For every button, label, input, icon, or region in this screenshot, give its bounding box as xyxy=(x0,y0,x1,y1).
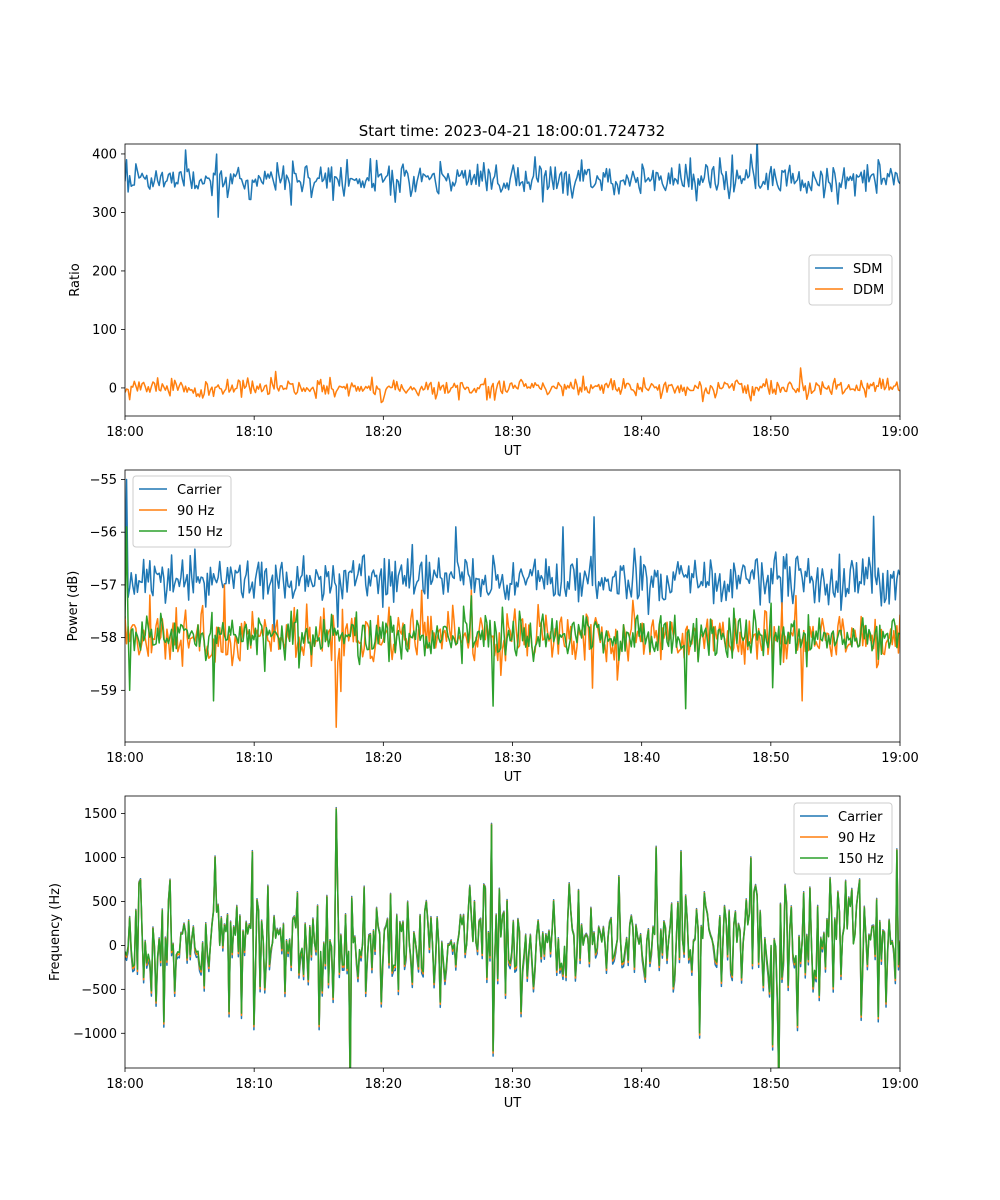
y-tick-label: −56 xyxy=(90,526,117,541)
series-lines xyxy=(125,806,900,1068)
y-tick-label: −59 xyxy=(90,684,117,699)
x-tick-label: 18:10 xyxy=(235,425,272,440)
series-line-150-hz xyxy=(125,808,900,1068)
charts: 18:00 18:10 18:20 18:30 18:40 18:50 19:00 0 100 2… xyxy=(48,143,919,1111)
y-tick-label: −57 xyxy=(90,578,117,593)
x-tick-label: 18:50 xyxy=(752,751,789,766)
chart-panel-1: 18:00 18:10 18:20 18:30 18:40 18:50 19:00 0 100 2… xyxy=(68,143,919,459)
series-line-ddm xyxy=(125,367,900,404)
x-tick-label: 18:50 xyxy=(752,1077,789,1092)
x-axis-label: UT xyxy=(504,1096,522,1111)
x-tick-label: 18:10 xyxy=(235,1077,272,1092)
x-tick-label: 18:20 xyxy=(365,425,402,440)
y-axis-label: Frequency (Hz) xyxy=(48,883,63,981)
y-axis-label: Power (dB) xyxy=(66,571,81,642)
x-tick-label: 18:30 xyxy=(494,751,531,766)
series-lines xyxy=(125,144,900,404)
y-tick-label: 0 xyxy=(109,939,117,954)
x-tick-label: 18:30 xyxy=(494,1077,531,1092)
y-axis-label: Ratio xyxy=(68,263,83,296)
x-tick-label: 18:40 xyxy=(623,751,660,766)
y-tick-label: 1000 xyxy=(84,851,117,866)
legend: Carrier 90 Hz 150 Hz xyxy=(793,802,893,875)
x-tick-label: 19:00 xyxy=(881,1077,918,1092)
x-tick-label: 18:20 xyxy=(365,751,402,766)
legend-label: Carrier xyxy=(177,483,222,498)
y-tick-label: 500 xyxy=(92,895,117,910)
x-tick-label: 18:00 xyxy=(106,751,143,766)
y-tick-label: 200 xyxy=(92,264,117,279)
chart-panel-3: 18:00 18:10 18:20 18:30 18:40 18:50 19:00 −1000… xyxy=(48,795,919,1111)
x-tick-label: 18:10 xyxy=(235,751,272,766)
x-tick-label: 18:20 xyxy=(365,1077,402,1092)
y-tick-label: 300 xyxy=(92,206,117,221)
series-line-150-hz xyxy=(125,526,900,710)
legend-label: 90 Hz xyxy=(177,504,214,519)
legend-box xyxy=(132,475,232,548)
y-tick-label: −1000 xyxy=(73,1027,117,1042)
x-axis-label: UT xyxy=(504,770,522,785)
legend-label: Carrier xyxy=(838,810,883,825)
x-tick-label: 18:00 xyxy=(106,1077,143,1092)
x-tick-label: 18:40 xyxy=(623,425,660,440)
y-tick-label: 1500 xyxy=(84,807,117,822)
series-line-carrier xyxy=(125,478,900,634)
y-tick-label: −55 xyxy=(90,473,117,488)
legend-label: SDM xyxy=(853,262,882,277)
chart-panel-2: 18:00 18:10 18:20 18:30 18:40 18:50 19:00 −59 −5… xyxy=(66,469,919,785)
y-tick-label: 100 xyxy=(92,323,117,338)
y-tick-label: −500 xyxy=(81,983,117,998)
series-lines xyxy=(125,478,900,728)
x-tick-label: 18:50 xyxy=(752,425,789,440)
legend-label: 90 Hz xyxy=(838,831,875,846)
y-tick-label: 400 xyxy=(92,147,117,162)
x-tick-label: 19:00 xyxy=(881,751,918,766)
x-tick-label: 19:00 xyxy=(881,425,918,440)
x-tick-label: 18:00 xyxy=(106,425,143,440)
x-axis-label: UT xyxy=(504,444,522,459)
legend-label: DDM xyxy=(853,283,884,298)
series-line-sdm xyxy=(125,144,900,218)
y-tick-label: 0 xyxy=(109,381,117,396)
legend-box xyxy=(793,802,893,875)
x-tick-label: 18:40 xyxy=(623,1077,660,1092)
y-tick-label: −58 xyxy=(90,631,117,646)
legend-label: 150 Hz xyxy=(177,525,223,540)
legend-label: 150 Hz xyxy=(838,852,884,867)
x-tick-label: 18:30 xyxy=(494,425,531,440)
legend: SDM DDM xyxy=(808,254,893,306)
legend: Carrier 90 Hz 150 Hz xyxy=(132,475,232,548)
figure-title: Start time: 2023-04-21 18:00:01.724732 xyxy=(359,122,665,140)
